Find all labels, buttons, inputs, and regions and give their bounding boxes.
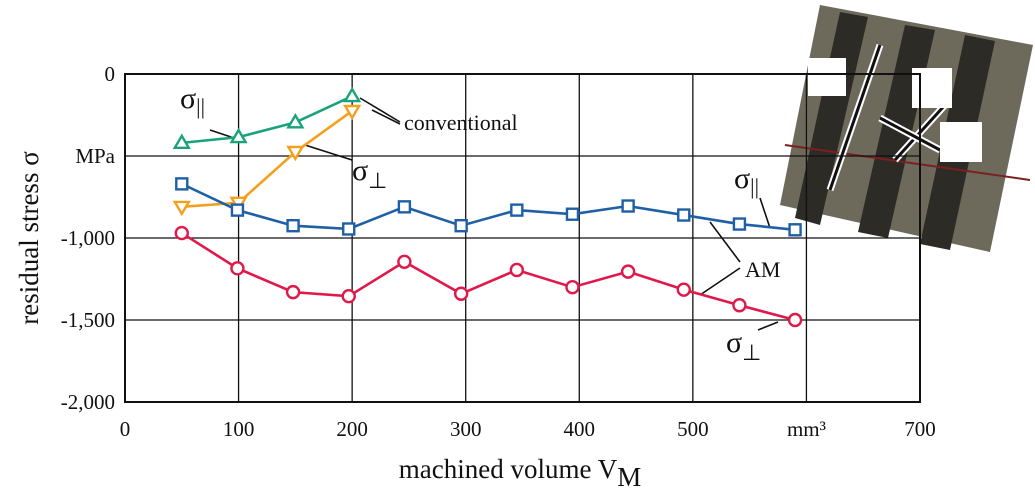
point [676,282,691,297]
point [172,200,191,217]
annotation-sub: || [196,94,205,119]
y-tick-label: MPa [75,144,115,168]
series-line [181,231,796,322]
point [175,177,189,191]
point [677,208,691,222]
x-axis-label-sub: M [617,462,641,492]
x-tick-label: 400 [564,417,596,441]
annotation: σ|| [180,82,205,119]
point [732,217,747,231]
point [172,133,191,149]
series-line [181,109,353,209]
point [397,254,412,269]
annotation: σ⊥ [726,326,761,365]
point [343,86,362,103]
x-tick-label: 100 [223,417,255,441]
point [787,312,803,328]
x-tick-label: 300 [450,417,482,441]
x-tick-label: 0 [120,417,131,441]
annotation: AM [745,257,780,282]
plot-frame [124,73,921,403]
point [565,207,580,221]
point [454,218,468,233]
point [510,203,524,217]
x-tick-label: mm³ [787,417,826,441]
point [341,289,356,304]
annotation-text: σ [352,154,368,187]
point [342,222,356,236]
point [620,264,636,279]
y-tick-label: -1,500 [61,308,115,332]
point [453,286,469,301]
annotation-text: σ [734,162,750,195]
point [286,218,300,233]
annotation-text: σ [726,326,742,359]
annotation-sub: ⊥ [368,168,387,193]
series-line [181,94,353,145]
x-tick-label: 500 [677,417,709,441]
point [230,203,245,217]
y-tick-label: -2,000 [61,390,115,414]
x-tick-label: 200 [336,417,368,441]
series-line [181,182,796,232]
y-tick-label: -1,000 [61,226,115,250]
x-axis-label-text: machined volume V [399,454,618,484]
point [343,104,362,121]
point [509,262,525,278]
y-axis-label: residual stress σ [14,151,44,325]
point [229,127,248,144]
point [565,280,580,295]
annotation-sub: || [750,174,759,199]
point [285,284,301,300]
point [397,200,412,214]
point [230,261,245,276]
annotation-text: σ [180,82,196,115]
point [788,223,802,237]
x-tick-label: 700 [904,417,936,441]
inset-photo [780,5,1033,252]
annotation: conventional [404,110,518,135]
point [286,145,305,162]
annotation: σ|| [734,162,759,199]
x-axis-label: machined volume VM [399,454,641,492]
point [286,113,305,129]
point [621,199,635,213]
annotation: σ⊥ [352,154,387,193]
y-tick-label: 0 [105,62,116,86]
annotation-sub: ⊥ [742,340,761,365]
point [174,225,189,241]
point [732,298,747,313]
